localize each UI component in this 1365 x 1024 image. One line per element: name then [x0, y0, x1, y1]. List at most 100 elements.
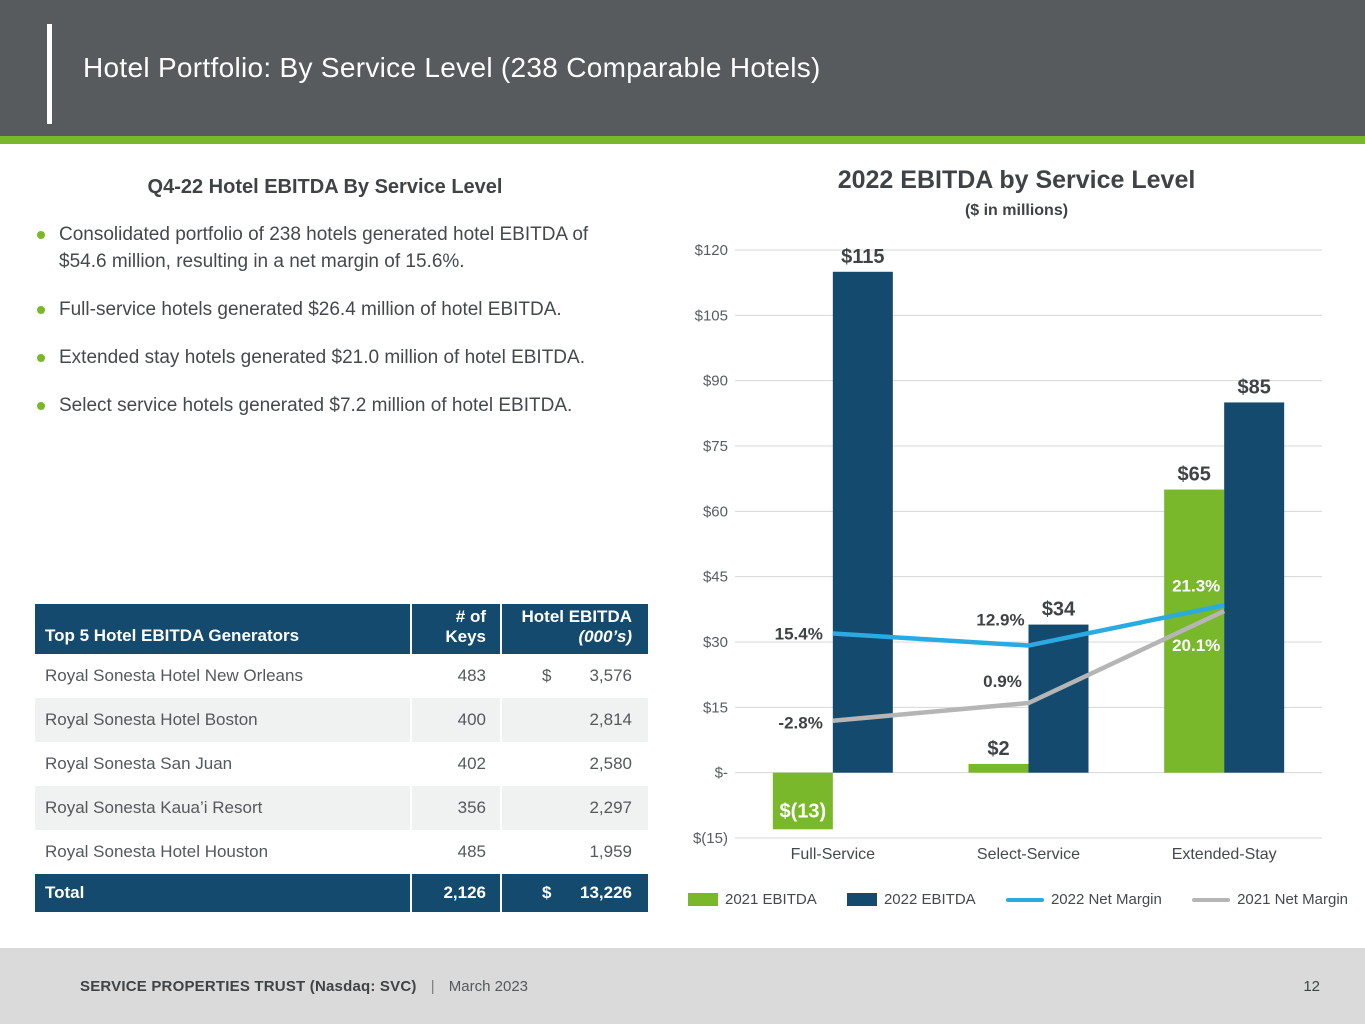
table-header-keys-line1: # of	[455, 606, 486, 626]
table-header-keys-line2: Keys	[445, 626, 486, 646]
hotel-name: Royal Sonesta Hotel Houston	[45, 842, 269, 861]
legend-item: 2022 EBITDA	[846, 891, 976, 908]
svg-text:$2: $2	[987, 738, 1009, 760]
slide-footer: SERVICE PROPERTIES TRUST (Nasdaq: SVC) |…	[0, 948, 1365, 1024]
svg-text:$30: $30	[703, 634, 728, 651]
table-header-ebitda: Hotel EBITDA (000’s)	[500, 604, 648, 654]
svg-text:$90: $90	[703, 373, 728, 390]
footer-text: SERVICE PROPERTIES TRUST (Nasdaq: SVC) |…	[80, 978, 528, 995]
header-divider	[0, 136, 1365, 144]
hotel-ebitda: 2,580	[500, 742, 648, 786]
legend-item: 2021 Net Margin	[1192, 891, 1348, 908]
svg-text:$65: $65	[1177, 464, 1210, 486]
slide-title: Hotel Portfolio: By Service Level (238 C…	[83, 52, 821, 83]
section-title: Q4-22 Hotel EBITDA By Service Level	[147, 176, 503, 198]
hotel-keys: 483	[410, 654, 500, 698]
page-number: 12	[1303, 977, 1320, 995]
svg-text:-2.8%: -2.8%	[778, 714, 822, 733]
svg-text:15.4%: 15.4%	[775, 625, 823, 644]
legend-label: 2021 Net Margin	[1237, 891, 1348, 908]
legend-swatch-line-icon	[1005, 897, 1044, 902]
svg-text:0.9%: 0.9%	[983, 672, 1022, 691]
table-header-keys: # of Keys	[410, 604, 500, 654]
total-ebitda: $ 13,226	[500, 874, 648, 912]
ebitda-value: 2,580	[589, 754, 632, 773]
bullet-icon	[37, 231, 45, 239]
ebitda-value: 2,814	[589, 710, 632, 729]
ebitda-value: 3,576	[589, 666, 632, 685]
svg-text:$105: $105	[695, 307, 728, 324]
hotel-name: Royal Sonesta Kaua’i Resort	[45, 798, 263, 817]
svg-text:$75: $75	[703, 438, 728, 455]
top5-table-body: Royal Sonesta Hotel New Orleans 483 $3,576…	[35, 654, 648, 874]
header-accent-bar	[47, 24, 52, 124]
ebitda-value: 2,297	[589, 798, 632, 817]
bullet-list: Consolidated portfolio of 238 hotels gen…	[35, 222, 625, 441]
chart-legend: 2021 EBITDA 2022 EBITDA 2022 Net Margin 202…	[688, 891, 1348, 908]
table-header-ebitda-line2: (000’s)	[578, 626, 632, 646]
svg-text:Select-Service: Select-Service	[977, 846, 1080, 863]
table-row: Royal Sonesta Kaua’i Resort 356 2,297	[35, 786, 648, 830]
legend-swatch-bar-icon	[846, 893, 877, 906]
table-row: Royal Sonesta San Juan 402 2,580	[35, 742, 648, 786]
total-currency-sign: $	[542, 883, 552, 902]
chart-subtitle: ($ in millions)	[964, 202, 1069, 219]
table-header-ebitda-line1: Hotel EBITDA	[521, 606, 633, 626]
svg-text:$85: $85	[1237, 376, 1270, 398]
bullet-item: Select service hotels generated $7.2 mil…	[35, 393, 625, 420]
svg-text:Extended-Stay: Extended-Stay	[1172, 846, 1277, 863]
svg-text:$(15): $(15)	[693, 830, 728, 847]
legend-swatch-line-icon	[1192, 897, 1231, 902]
slide-header: Hotel Portfolio: By Service Level (238 C…	[0, 0, 1365, 136]
legend-item: 2021 EBITDA	[688, 891, 817, 908]
bullet-text: Select service hotels generated $7.2 mil…	[59, 394, 573, 416]
total-keys: 2,126	[410, 874, 500, 912]
hotel-name: Royal Sonesta San Juan	[45, 754, 233, 773]
svg-text:$34: $34	[1042, 599, 1076, 621]
legend-label: 2022 EBITDA	[883, 891, 976, 908]
bullet-icon	[37, 401, 45, 410]
svg-text:$120: $120	[695, 242, 728, 259]
table-row: Royal Sonesta Hotel Houston 485 1,959	[35, 830, 648, 874]
currency-sign: $	[542, 666, 552, 685]
bullet-item: Consolidated portfolio of 238 hotels gen…	[35, 222, 625, 276]
table-header-row: Top 5 Hotel EBITDA Generators # of Keys …	[35, 604, 648, 654]
ebitda-value: 1,959	[589, 842, 632, 861]
svg-text:$15: $15	[703, 699, 728, 716]
svg-text:Full-Service: Full-Service	[791, 846, 876, 863]
bullet-text: Extended stay hotels generated $21.0 mil…	[59, 346, 585, 368]
table-row: Royal Sonesta Hotel Boston 400 2,814	[35, 698, 648, 742]
legend-swatch-bar-icon	[688, 893, 718, 906]
hotel-name: Royal Sonesta Hotel New Orleans	[45, 666, 303, 685]
legend-label: 2022 Net Margin	[1050, 891, 1162, 908]
hotel-ebitda: 2,814	[500, 698, 648, 742]
total-ebitda-value: 13,226	[580, 883, 632, 902]
hotel-keys: 402	[410, 742, 500, 786]
top5-table: Top 5 Hotel EBITDA Generators # of Keys …	[35, 604, 648, 912]
bullet-item: Extended stay hotels generated $21.0 mil…	[35, 345, 625, 372]
svg-text:21.3%: 21.3%	[1172, 576, 1220, 595]
hotel-keys: 400	[410, 698, 500, 742]
svg-text:12.9%: 12.9%	[976, 611, 1024, 630]
table-total-row: Total 2,126 $ 13,226	[35, 874, 648, 912]
bullet-item: Full-service hotels generated $26.4 mill…	[35, 297, 625, 324]
svg-text:20.1%: 20.1%	[1172, 636, 1220, 655]
footer-date: March 2023	[448, 977, 529, 995]
hotel-keys: 356	[410, 786, 500, 830]
hotel-ebitda: 1,959	[500, 830, 648, 874]
bullet-icon	[37, 305, 45, 314]
svg-text:$45: $45	[703, 569, 728, 586]
footer-company: SERVICE PROPERTIES TRUST (Nasdaq: SVC)	[80, 977, 417, 995]
legend-label: 2021 EBITDA	[725, 891, 817, 908]
hotel-name: Royal Sonesta Hotel Boston	[45, 710, 258, 729]
ebitda-chart: $120 $105 $90 $75 $60 $45 $30 $15 $- $(15) Full-Se…	[693, 242, 1322, 863]
chart-title: 2022 EBITDA by Service Level	[837, 166, 1196, 194]
hotel-ebitda: $3,576	[500, 654, 648, 698]
svg-text:$(13): $(13)	[779, 800, 826, 822]
legend-item: 2022 Net Margin	[1005, 891, 1162, 908]
bullet-icon	[37, 353, 45, 362]
bullet-text: Full-service hotels generated $26.4 mill…	[59, 298, 562, 320]
svg-text:$60: $60	[703, 503, 728, 520]
footer-divider: |	[430, 977, 435, 995]
